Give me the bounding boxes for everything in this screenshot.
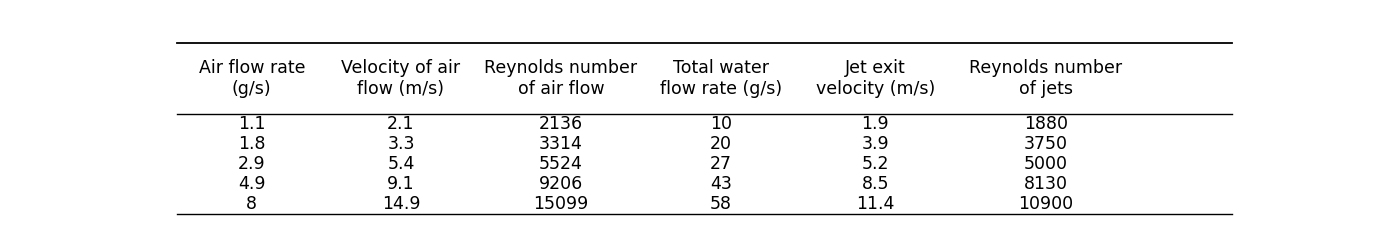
Text: 3750: 3750 <box>1023 135 1067 153</box>
Text: 5524: 5524 <box>539 155 583 173</box>
Text: Jet exit
velocity (m/s): Jet exit velocity (m/s) <box>815 59 935 98</box>
Text: 1880: 1880 <box>1023 115 1067 133</box>
Text: Reynolds number
of jets: Reynolds number of jets <box>969 59 1122 98</box>
Text: 8: 8 <box>246 195 257 213</box>
Text: 3.9: 3.9 <box>861 135 890 153</box>
Text: 5.2: 5.2 <box>861 155 888 173</box>
Text: 9.1: 9.1 <box>388 175 415 193</box>
Text: 20: 20 <box>710 135 732 153</box>
Text: 4.9: 4.9 <box>238 175 265 193</box>
Text: 11.4: 11.4 <box>857 195 894 213</box>
Text: 2.9: 2.9 <box>238 155 265 173</box>
Text: 10900: 10900 <box>1018 195 1074 213</box>
Text: 3.3: 3.3 <box>388 135 415 153</box>
Text: 5000: 5000 <box>1023 155 1067 173</box>
Text: Reynolds number
of air flow: Reynolds number of air flow <box>484 59 638 98</box>
Text: 43: 43 <box>710 175 732 193</box>
Text: Air flow rate
(g/s): Air flow rate (g/s) <box>198 59 305 98</box>
Text: 1.8: 1.8 <box>238 135 265 153</box>
Text: 9206: 9206 <box>539 175 583 193</box>
Text: Total water
flow rate (g/s): Total water flow rate (g/s) <box>660 59 782 98</box>
Text: 3314: 3314 <box>539 135 583 153</box>
Text: 1.9: 1.9 <box>861 115 890 133</box>
Text: 10: 10 <box>710 115 732 133</box>
Text: 8130: 8130 <box>1023 175 1067 193</box>
Text: 27: 27 <box>710 155 732 173</box>
Text: 15099: 15099 <box>534 195 588 213</box>
Text: 2136: 2136 <box>539 115 583 133</box>
Text: 8.5: 8.5 <box>861 175 888 193</box>
Text: 2.1: 2.1 <box>388 115 415 133</box>
Text: Velocity of air
flow (m/s): Velocity of air flow (m/s) <box>341 59 461 98</box>
Text: 14.9: 14.9 <box>382 195 421 213</box>
Text: 5.4: 5.4 <box>388 155 415 173</box>
Text: 1.1: 1.1 <box>238 115 265 133</box>
Text: 58: 58 <box>710 195 732 213</box>
